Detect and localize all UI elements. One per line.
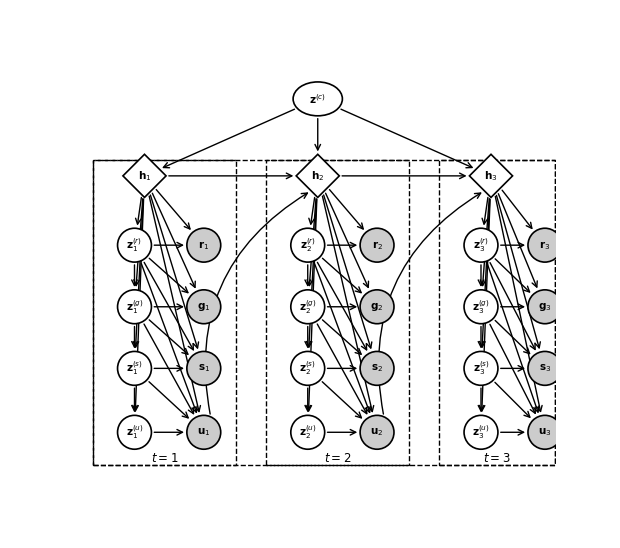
Text: $t = 3$: $t = 3$ — [484, 452, 511, 465]
Text: $\mathbf{h}_3$: $\mathbf{h}_3$ — [484, 169, 498, 183]
Circle shape — [528, 351, 562, 385]
Text: $\mathbf{z}_2^{(g)}$: $\mathbf{z}_2^{(g)}$ — [299, 298, 317, 316]
Circle shape — [528, 228, 562, 262]
Circle shape — [187, 290, 221, 324]
Bar — [440, 161, 555, 465]
Bar — [93, 161, 236, 465]
Circle shape — [291, 351, 325, 385]
Circle shape — [464, 415, 498, 449]
Circle shape — [360, 228, 394, 262]
Bar — [266, 161, 409, 465]
Ellipse shape — [293, 82, 342, 116]
Text: $\mathbf{r}_2$: $\mathbf{r}_2$ — [371, 239, 383, 252]
Text: $\mathbf{z}_2^{(r)}$: $\mathbf{z}_2^{(r)}$ — [299, 236, 316, 254]
Text: $\mathbf{h}_2$: $\mathbf{h}_2$ — [311, 169, 324, 183]
Text: $\mathbf{z}_3^{(g)}$: $\mathbf{z}_3^{(g)}$ — [472, 298, 490, 316]
Circle shape — [118, 415, 151, 449]
Circle shape — [464, 351, 498, 385]
Circle shape — [291, 228, 325, 262]
Circle shape — [291, 415, 325, 449]
Circle shape — [360, 415, 394, 449]
Text: $\mathbf{u}_1$: $\mathbf{u}_1$ — [197, 426, 211, 438]
Text: $t = 1$: $t = 1$ — [151, 452, 178, 465]
Text: $\mathbf{s}_3$: $\mathbf{s}_3$ — [539, 362, 551, 374]
Text: $\mathbf{s}_1$: $\mathbf{s}_1$ — [198, 362, 210, 374]
Text: $\mathbf{g}_2$: $\mathbf{g}_2$ — [370, 301, 384, 313]
Text: $\mathbf{z}_1^{(r)}$: $\mathbf{z}_1^{(r)}$ — [126, 236, 143, 254]
Text: $\mathbf{z}^{(c)}$: $\mathbf{z}^{(c)}$ — [309, 92, 326, 106]
Text: $t = 2$: $t = 2$ — [324, 452, 352, 465]
Text: $\mathbf{g}_3$: $\mathbf{g}_3$ — [538, 301, 552, 313]
Text: $\mathbf{r}_1$: $\mathbf{r}_1$ — [198, 239, 210, 252]
Circle shape — [187, 415, 221, 449]
Circle shape — [118, 290, 151, 324]
Text: $\mathbf{z}_2^{(u)}$: $\mathbf{z}_2^{(u)}$ — [299, 423, 317, 441]
Circle shape — [118, 228, 151, 262]
Circle shape — [528, 415, 562, 449]
Text: $\mathbf{s}_2$: $\mathbf{s}_2$ — [371, 362, 383, 374]
Text: $\mathbf{u}_3$: $\mathbf{u}_3$ — [538, 426, 552, 438]
Circle shape — [291, 290, 325, 324]
Circle shape — [528, 290, 562, 324]
Circle shape — [464, 290, 498, 324]
Text: $\mathbf{z}_3^{(u)}$: $\mathbf{z}_3^{(u)}$ — [472, 423, 490, 441]
Text: $\mathbf{z}_2^{(s)}$: $\mathbf{z}_2^{(s)}$ — [299, 359, 316, 378]
Text: $\mathbf{z}_3^{(s)}$: $\mathbf{z}_3^{(s)}$ — [472, 359, 489, 378]
Polygon shape — [296, 155, 339, 197]
Circle shape — [187, 351, 221, 385]
Circle shape — [464, 228, 498, 262]
Circle shape — [360, 351, 394, 385]
Text: $\mathbf{z}_1^{(g)}$: $\mathbf{z}_1^{(g)}$ — [126, 298, 143, 316]
Text: $\mathbf{u}_2$: $\mathbf{u}_2$ — [370, 426, 384, 438]
Bar — [93, 161, 555, 465]
Circle shape — [187, 228, 221, 262]
Polygon shape — [469, 155, 513, 197]
Circle shape — [118, 351, 151, 385]
Text: $\mathbf{h}_1$: $\mathbf{h}_1$ — [138, 169, 151, 183]
Text: $\mathbf{z}_1^{(u)}$: $\mathbf{z}_1^{(u)}$ — [126, 423, 143, 441]
Text: $\mathbf{z}_3^{(r)}$: $\mathbf{z}_3^{(r)}$ — [473, 236, 489, 254]
Text: $\mathbf{z}_1^{(s)}$: $\mathbf{z}_1^{(s)}$ — [126, 359, 143, 378]
Text: $\mathbf{g}_1$: $\mathbf{g}_1$ — [197, 301, 211, 313]
Polygon shape — [123, 155, 166, 197]
Text: $\mathbf{r}_3$: $\mathbf{r}_3$ — [539, 239, 551, 252]
Circle shape — [360, 290, 394, 324]
